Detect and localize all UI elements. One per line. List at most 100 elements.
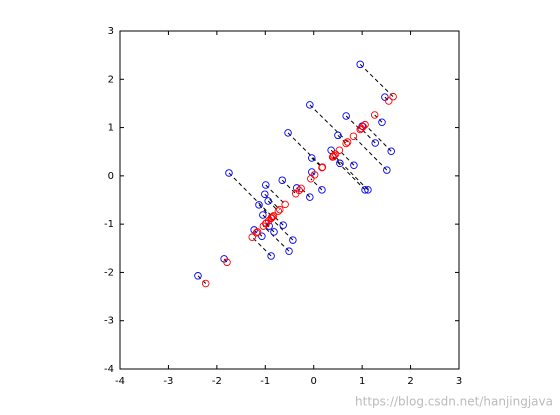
point <box>264 197 272 205</box>
point <box>281 200 289 209</box>
point <box>194 272 202 280</box>
point <box>278 176 286 184</box>
projection-line <box>311 157 323 169</box>
point <box>253 228 262 236</box>
point <box>267 252 275 260</box>
projection-line <box>309 104 348 143</box>
point <box>359 122 367 131</box>
point <box>274 207 283 215</box>
projection-line <box>267 200 279 212</box>
projection-line <box>251 236 272 257</box>
point <box>343 138 352 146</box>
projection-line <box>353 135 388 171</box>
point <box>252 229 261 237</box>
point <box>385 97 393 105</box>
point <box>329 152 337 161</box>
point <box>356 60 364 69</box>
point <box>370 111 379 119</box>
point <box>318 163 326 172</box>
point <box>269 212 278 220</box>
x-tick-label: 1 <box>359 376 365 387</box>
projection-line <box>270 217 294 241</box>
projection-line <box>310 178 323 191</box>
projection-line <box>262 225 290 252</box>
y-tick-label: -2 <box>104 267 114 278</box>
projection-line <box>333 155 369 191</box>
point <box>389 92 397 101</box>
point <box>361 120 369 129</box>
projection-line <box>265 184 286 205</box>
point <box>262 181 270 189</box>
point <box>387 147 395 155</box>
projection-line <box>337 134 347 144</box>
y-tick-label: 1 <box>108 123 114 134</box>
point <box>262 219 270 228</box>
x-tick-label: 0 <box>311 376 317 387</box>
point <box>255 201 263 209</box>
point <box>334 131 342 140</box>
point <box>289 236 297 244</box>
projection-line <box>197 275 207 284</box>
projection-line <box>364 124 392 152</box>
projection-line <box>228 172 273 218</box>
projection-line <box>384 96 390 102</box>
point <box>336 159 344 168</box>
x-tick-label: -2 <box>212 376 222 387</box>
y-tick-label: 3 <box>108 26 114 37</box>
point <box>261 190 269 198</box>
point <box>330 151 338 160</box>
y-tick-label: -4 <box>104 364 114 375</box>
point <box>383 166 391 174</box>
point <box>276 205 284 214</box>
point <box>306 193 314 201</box>
x-tick-label: -3 <box>163 376 173 387</box>
point <box>279 221 287 229</box>
point <box>342 139 350 148</box>
point <box>295 186 303 195</box>
x-tick-label: 3 <box>456 376 462 387</box>
x-tick-label: -1 <box>260 376 270 387</box>
point <box>270 228 278 236</box>
projection-line <box>273 215 284 226</box>
point <box>349 132 358 141</box>
x-tick-label: -4 <box>115 376 125 387</box>
point <box>293 184 301 192</box>
point <box>318 186 326 194</box>
projection-line <box>374 114 383 123</box>
projection-line <box>332 156 366 191</box>
y-tick-label: 0 <box>108 171 114 182</box>
y-tick-label: -3 <box>104 316 114 327</box>
point <box>285 247 293 255</box>
point <box>297 184 305 193</box>
point <box>364 186 372 194</box>
point <box>201 279 210 288</box>
point <box>381 93 389 101</box>
point <box>258 232 266 240</box>
point <box>361 186 369 194</box>
point <box>371 139 379 147</box>
plot-box <box>119 30 460 370</box>
point <box>357 124 365 133</box>
point <box>318 163 327 171</box>
watermark: https://blog.csdn.net/hanjingjava <box>355 395 553 409</box>
point <box>259 222 268 230</box>
point <box>284 129 292 137</box>
projection-line <box>359 63 394 98</box>
point <box>307 175 315 183</box>
projection-line <box>265 223 275 233</box>
projection-line <box>262 214 270 222</box>
point <box>350 161 358 169</box>
y-tick-label: -1 <box>104 219 114 230</box>
point <box>225 169 233 177</box>
y-tick-label: 2 <box>108 74 114 85</box>
point <box>331 150 340 158</box>
projection-line <box>287 132 323 168</box>
projection-line <box>332 156 341 164</box>
point <box>223 258 231 267</box>
x-tick-label: 2 <box>407 376 413 387</box>
point <box>259 211 267 219</box>
point <box>248 233 256 241</box>
point <box>310 171 319 179</box>
point <box>308 154 316 162</box>
